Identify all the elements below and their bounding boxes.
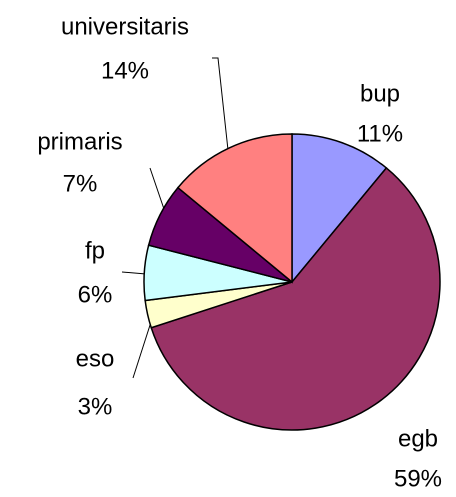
leader-line xyxy=(212,57,229,151)
pie-slice xyxy=(150,166,441,431)
slice-value-label: 7% xyxy=(63,170,98,197)
pie-slice xyxy=(176,133,293,284)
slice-value-label: 6% xyxy=(78,281,113,308)
slice-value-label: 3% xyxy=(78,393,113,420)
slice-label: fp xyxy=(85,237,105,264)
slice-value-label: 59% xyxy=(394,465,442,492)
pie-slice xyxy=(291,133,388,285)
leader-line xyxy=(132,321,152,379)
slice-value-label: 11% xyxy=(357,120,403,147)
slice-label: bup xyxy=(360,80,400,107)
leader-lines xyxy=(121,57,229,379)
leader-line xyxy=(149,167,166,213)
slice-value-label: 14% xyxy=(101,57,149,84)
slice-label: primaris xyxy=(37,128,122,155)
leader-line xyxy=(121,271,147,275)
slice-label: universitaris xyxy=(61,13,189,40)
slice-label: egb xyxy=(398,425,438,452)
slice-label: eso xyxy=(76,345,115,372)
